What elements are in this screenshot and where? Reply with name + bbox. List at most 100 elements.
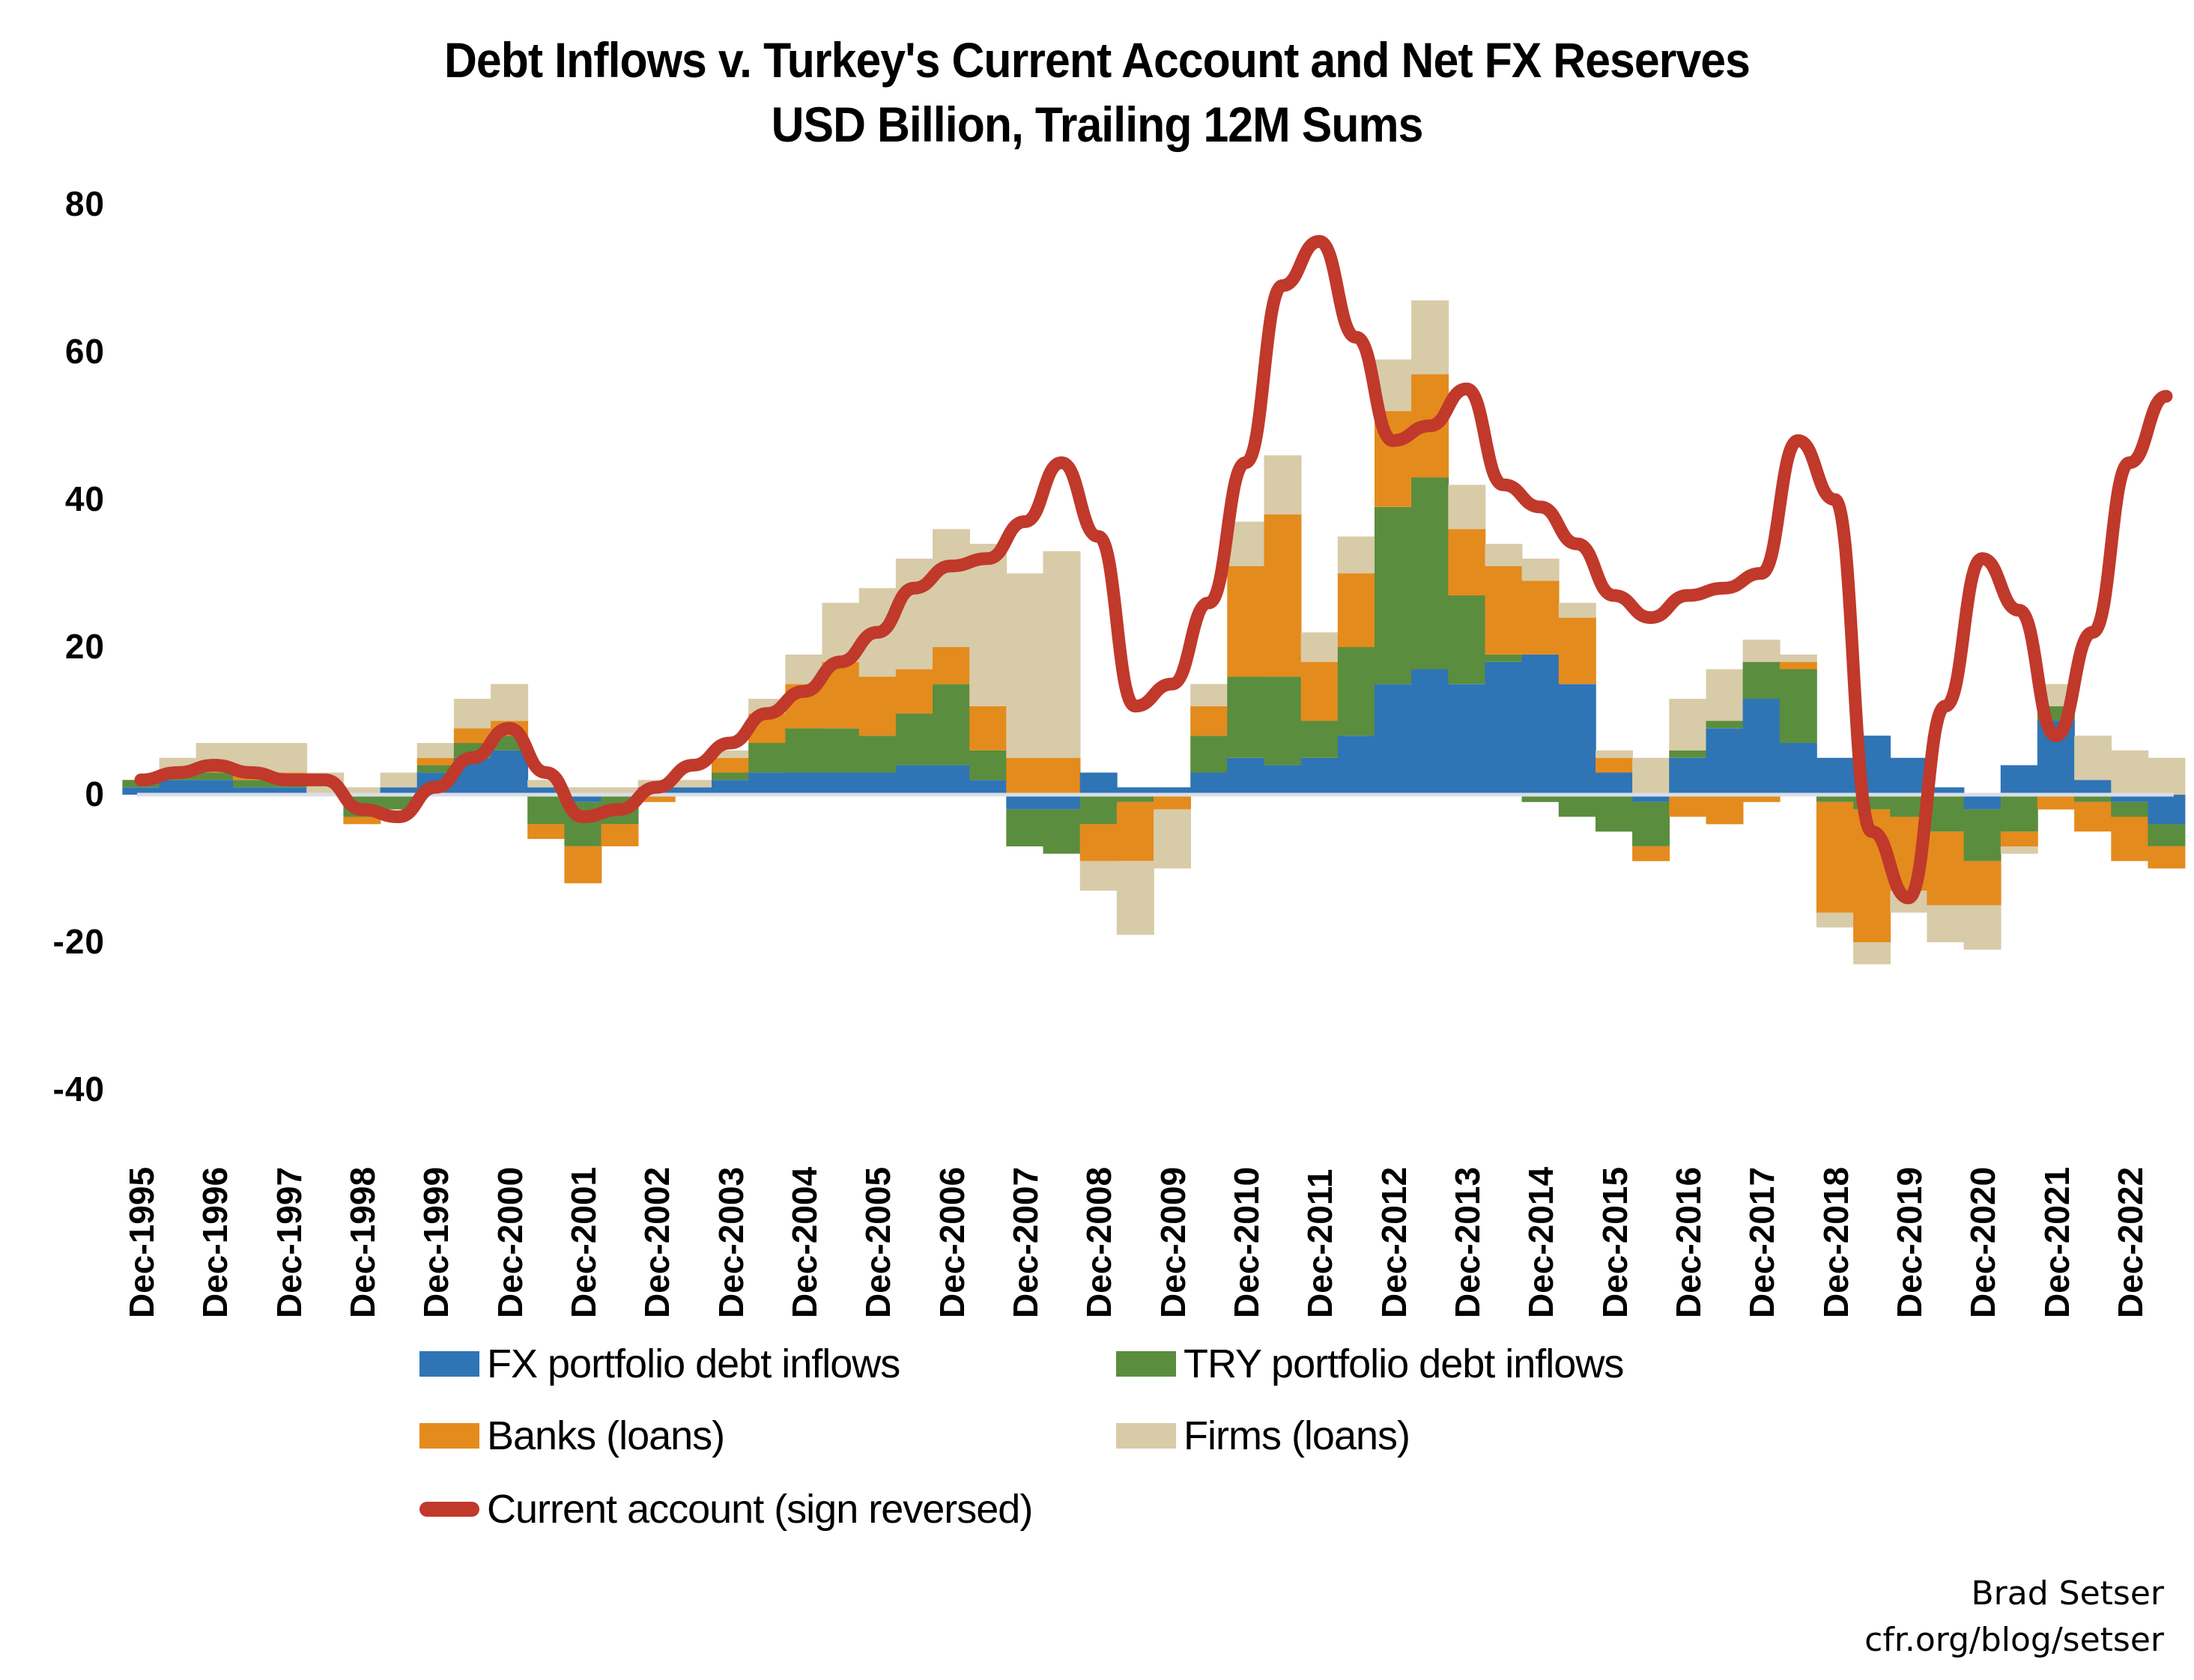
stacked-bar-segment bbox=[1375, 506, 1412, 685]
stacked-bar-segment bbox=[858, 676, 897, 736]
legend-item-firms: Firms (loans) bbox=[1116, 1413, 1410, 1459]
stacked-bar-segment bbox=[1006, 795, 1044, 810]
stacked-bar-segment bbox=[2111, 816, 2149, 861]
stacked-bar-segment bbox=[969, 750, 1007, 780]
stacked-bar-segment bbox=[1485, 661, 1523, 795]
y-tick-label: -40 bbox=[52, 1070, 105, 1109]
fx-swatch-icon bbox=[419, 1351, 479, 1377]
stacked-bar-segment bbox=[2074, 795, 2112, 802]
stacked-bar-segment bbox=[1154, 795, 1191, 810]
stacked-bar-segment bbox=[1779, 669, 1817, 743]
banks-swatch-icon bbox=[419, 1423, 479, 1449]
stacked-bar-segment bbox=[1632, 757, 1670, 795]
stacked-bar-segment bbox=[159, 780, 197, 795]
stacked-bar-segment bbox=[1816, 801, 1854, 913]
stacked-bar-segment bbox=[1337, 536, 1375, 574]
stacked-bar-segment bbox=[1300, 661, 1339, 721]
stacked-bar-segment bbox=[1154, 787, 1191, 795]
stacked-bar-segment bbox=[1079, 824, 1118, 861]
stacked-bar-segment bbox=[1264, 455, 1302, 515]
stacked-bar-segment bbox=[2074, 801, 2112, 832]
stacked-bar-segment bbox=[2111, 795, 2149, 802]
stacked-bar-segment bbox=[1043, 795, 1081, 810]
stacked-bar-segment bbox=[1706, 728, 1744, 795]
stacked-bar-segment bbox=[1190, 772, 1228, 795]
stacked-bar-segment bbox=[1669, 795, 1707, 817]
stacked-bar-segment bbox=[674, 780, 712, 788]
stacked-bar-segment bbox=[380, 787, 418, 795]
stacked-bar-segment bbox=[1485, 654, 1523, 662]
legend: FX portfolio debt inflows TRY portfolio … bbox=[419, 1341, 1843, 1535]
stacked-bar-segment bbox=[1853, 942, 1891, 965]
stacked-bar-segment bbox=[1558, 684, 1596, 795]
legend-item-try: TRY portfolio debt inflows bbox=[1116, 1341, 1624, 1387]
firms-swatch-icon bbox=[1116, 1423, 1176, 1449]
stacked-bar-segment bbox=[1411, 669, 1449, 795]
stacked-bar-segment bbox=[1006, 809, 1044, 846]
stacked-bar-segment bbox=[380, 772, 418, 788]
stacked-bar-segment bbox=[1521, 654, 1560, 795]
stacked-bar-segment bbox=[270, 787, 308, 795]
stacked-bar-segment bbox=[969, 780, 1007, 795]
stacked-bar-segment bbox=[1963, 905, 2001, 950]
stacked-bar-segment bbox=[895, 713, 933, 765]
stacked-bar-segment bbox=[491, 750, 529, 795]
y-tick-label: -20 bbox=[52, 922, 105, 961]
y-tick-label: 80 bbox=[64, 184, 105, 223]
stacked-bar-segment bbox=[453, 699, 491, 729]
stacked-bar-segment bbox=[1079, 795, 1118, 825]
stacked-bar-segment bbox=[1485, 544, 1523, 566]
try-swatch-icon bbox=[1116, 1351, 1176, 1377]
legend-label-ca: Current account (sign reversed) bbox=[487, 1487, 1033, 1532]
stacked-bar-segment bbox=[564, 795, 602, 802]
stacked-bar-segment bbox=[1190, 736, 1228, 773]
stacked-bar-segment bbox=[1558, 602, 1596, 618]
stacked-bar-segment bbox=[1779, 743, 1817, 795]
stacked-bar-segment bbox=[1190, 684, 1228, 706]
stacked-bar-segment bbox=[712, 772, 749, 780]
stacked-bar-segment bbox=[2074, 736, 2112, 780]
stacked-bar-segment bbox=[1190, 706, 1228, 736]
stacked-bar-segment bbox=[858, 736, 897, 773]
y-tick-label: 0 bbox=[85, 774, 105, 813]
stacked-bar-segment bbox=[1521, 580, 1560, 655]
stacked-bar-segment bbox=[674, 787, 712, 795]
stacked-bar-segment bbox=[564, 787, 602, 795]
stacked-bar-segment bbox=[2037, 795, 2075, 810]
stacked-bar-segment bbox=[2148, 757, 2186, 795]
stacked-bar-segment bbox=[1264, 514, 1302, 677]
stacked-bar-segment bbox=[1779, 654, 1817, 662]
stacked-bar-segment bbox=[1927, 787, 1965, 795]
stacked-bar-segment bbox=[969, 544, 1007, 706]
stacked-bar-segment bbox=[1116, 861, 1154, 935]
stacked-bar-segment bbox=[343, 816, 381, 825]
stacked-bar-segment bbox=[1006, 757, 1044, 795]
stacked-bar-segment bbox=[895, 669, 933, 714]
stacked-bar-segment bbox=[1816, 757, 1854, 795]
legend-label-banks: Banks (loans) bbox=[487, 1413, 725, 1458]
stacked-bar-segment bbox=[712, 780, 749, 795]
stacked-bar-segment bbox=[1079, 861, 1118, 891]
stacked-bar-segment bbox=[1706, 795, 1744, 825]
stacked-bar-segment bbox=[1116, 801, 1154, 861]
stacked-bar-segment bbox=[1669, 757, 1707, 795]
stacked-bar-segment bbox=[1742, 661, 1781, 699]
stacked-bar-segment bbox=[969, 706, 1007, 750]
stacked-bar-segment bbox=[1521, 795, 1560, 802]
stacked-bar-segment bbox=[1596, 795, 1633, 832]
stacked-bar-segment bbox=[1227, 757, 1265, 795]
y-tick-label: 60 bbox=[64, 332, 105, 371]
stacked-bar-segment bbox=[416, 743, 455, 758]
stacked-bar-segment bbox=[1006, 573, 1044, 758]
stacked-bar-segment bbox=[1300, 757, 1339, 795]
stacked-bar-segment bbox=[1337, 736, 1375, 795]
stacked-bar-segment bbox=[1227, 565, 1265, 677]
stacked-bar-segment bbox=[1337, 647, 1375, 736]
stacked-bar-segment bbox=[1043, 757, 1081, 795]
chart-title: Debt Inflows v. Turkey's Current Account… bbox=[443, 32, 1751, 88]
stacked-bar-segment bbox=[1669, 750, 1707, 758]
stacked-bar-segment bbox=[601, 787, 639, 795]
stacked-bar-segment bbox=[1632, 801, 1670, 846]
stacked-bar-segment bbox=[1816, 795, 1854, 802]
